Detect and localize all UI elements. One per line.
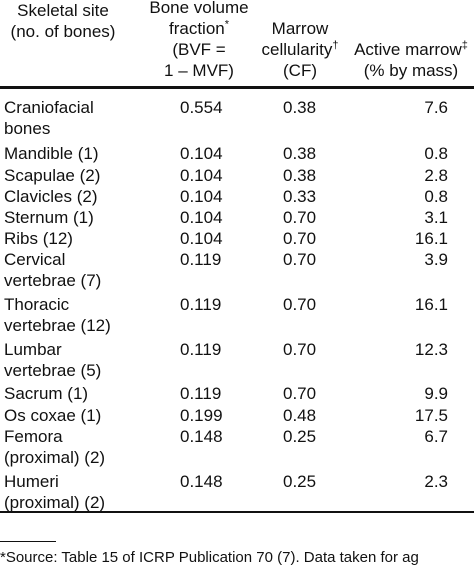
footnote: *Source: Table 15 of ICRP Publication 70… (0, 549, 419, 566)
bvf-cell: 0.104 (180, 229, 223, 248)
bvf-cell: 0.119 (180, 295, 222, 314)
skeletal-site-cell: Lumbar vertebrae (5) (4, 339, 134, 381)
header-line: (CF) (283, 61, 317, 80)
skeletal-site-cell: Cervical vertebrae (7) (4, 249, 134, 291)
skeletal-site-cell: Craniofacial bones (4, 97, 134, 139)
site-line: Sacrum (1) (4, 384, 89, 403)
header-line: fraction* (168, 18, 230, 38)
header-line: 1 – MVF) (164, 61, 234, 80)
header-line: Active marrow‡ (354, 39, 468, 59)
site-line: vertebrae (5) (4, 361, 102, 380)
bvf-cell: 0.554 (180, 98, 223, 117)
cf-cell: 0.70 (283, 384, 317, 403)
cf-cell: 0.25 (283, 427, 317, 446)
site-line: Clavicles (2) (4, 187, 98, 206)
header-line: Bone volume (149, 0, 249, 17)
site-line: Lumbar (4, 340, 62, 359)
site-line: Os coxae (1) (4, 406, 102, 425)
header-line: (BVF = (172, 40, 226, 59)
active-marrow-cell: 3.1 (424, 208, 448, 227)
header-line: (no. of bones) (10, 22, 116, 41)
cf-cell: 0.70 (283, 229, 317, 248)
bvf-cell: 0.148 (180, 427, 223, 446)
header-bone-volume-fraction: Bone volume fraction* (BVF = 1 – MVF) (137, 0, 261, 81)
site-line: Sternum (1) (4, 208, 94, 227)
site-line: Humeri (4, 472, 59, 491)
active-marrow-cell: 3.9 (424, 250, 448, 269)
skeletal-site-cell: Sternum (1) (4, 207, 134, 228)
bvf-cell: 0.148 (180, 472, 223, 491)
header-line: Skeletal site (17, 1, 109, 20)
site-line: Mandible (1) (4, 144, 99, 163)
skeletal-site-cell: Sacrum (1) (4, 383, 134, 404)
site-line: (proximal) (2) (4, 448, 106, 467)
active-marrow-cell: 0.8 (424, 144, 448, 163)
header-line: Marrow (271, 19, 329, 38)
site-line: Femora (4, 427, 63, 446)
site-line: Thoracic (4, 295, 70, 314)
header-line: cellularity† (261, 39, 339, 59)
active-marrow-cell: 16.1 (414, 229, 448, 248)
bvf-cell: 0.104 (180, 208, 223, 227)
bvf-cell: 0.119 (180, 340, 222, 359)
skeletal-site-cell: Clavicles (2) (4, 186, 134, 207)
cf-cell: 0.38 (283, 98, 317, 117)
active-marrow-cell: 6.7 (424, 427, 448, 446)
site-line: Ribs (12) (4, 229, 73, 248)
footnote-rule (0, 541, 56, 542)
active-marrow-cell: 0.8 (424, 187, 448, 206)
active-marrow-cell: 7.6 (424, 98, 448, 117)
skeletal-site-cell: Scapulae (2) (4, 165, 134, 186)
cf-cell: 0.70 (283, 340, 317, 359)
site-line: Scapulae (2) (4, 166, 101, 185)
active-marrow-cell: 12.3 (414, 340, 448, 359)
cf-cell: 0.70 (283, 295, 317, 314)
cf-cell: 0.70 (283, 208, 317, 227)
site-line: vertebrae (7) (4, 271, 102, 290)
active-marrow-cell: 9.9 (424, 384, 448, 403)
bvf-cell: 0.119 (180, 250, 222, 269)
cf-cell: 0.38 (283, 166, 317, 185)
skeletal-site-cell: Humeri (proximal) (2) (4, 471, 134, 513)
cf-cell: 0.48 (283, 406, 317, 425)
cf-cell: 0.38 (283, 144, 317, 163)
site-line: bones (4, 119, 51, 138)
cf-cell: 0.25 (283, 472, 317, 491)
site-line: (proximal) (2) (4, 493, 106, 512)
active-marrow-cell: 17.5 (414, 406, 448, 425)
site-line: Cervical (4, 250, 66, 269)
active-marrow-cell: 2.8 (424, 166, 448, 185)
cf-cell: 0.70 (283, 250, 317, 269)
active-marrow-cell: 2.3 (424, 472, 448, 491)
site-line: Craniofacial (4, 98, 94, 117)
header-marrow-cellularity: Marrow cellularity† (CF) (252, 18, 348, 81)
skeletal-site-cell: Os coxae (1) (4, 405, 134, 426)
bvf-cell: 0.119 (180, 384, 222, 403)
skeletal-site-cell: Ribs (12) (4, 228, 134, 249)
site-line: vertebrae (12) (4, 316, 111, 335)
active-marrow-cell: 16.1 (414, 295, 448, 314)
header-line: (% by mass) (363, 61, 459, 80)
header-active-marrow: Active marrow‡ (% by mass) (348, 39, 474, 81)
bvf-cell: 0.104 (180, 187, 223, 206)
skeletal-site-cell: Femora (proximal) (2) (4, 426, 134, 468)
header-rule (0, 86, 474, 89)
skeletal-site-cell: Mandible (1) (4, 143, 134, 164)
table-bottom-rule (0, 511, 474, 513)
skeletal-site-cell: Thoracic vertebrae (12) (4, 294, 134, 336)
cf-cell: 0.33 (283, 187, 317, 206)
bvf-cell: 0.104 (180, 166, 223, 185)
header-skeletal-site: Skeletal site (no. of bones) (2, 0, 124, 42)
bvf-cell: 0.104 (180, 144, 223, 163)
bvf-cell: 0.199 (180, 406, 223, 425)
